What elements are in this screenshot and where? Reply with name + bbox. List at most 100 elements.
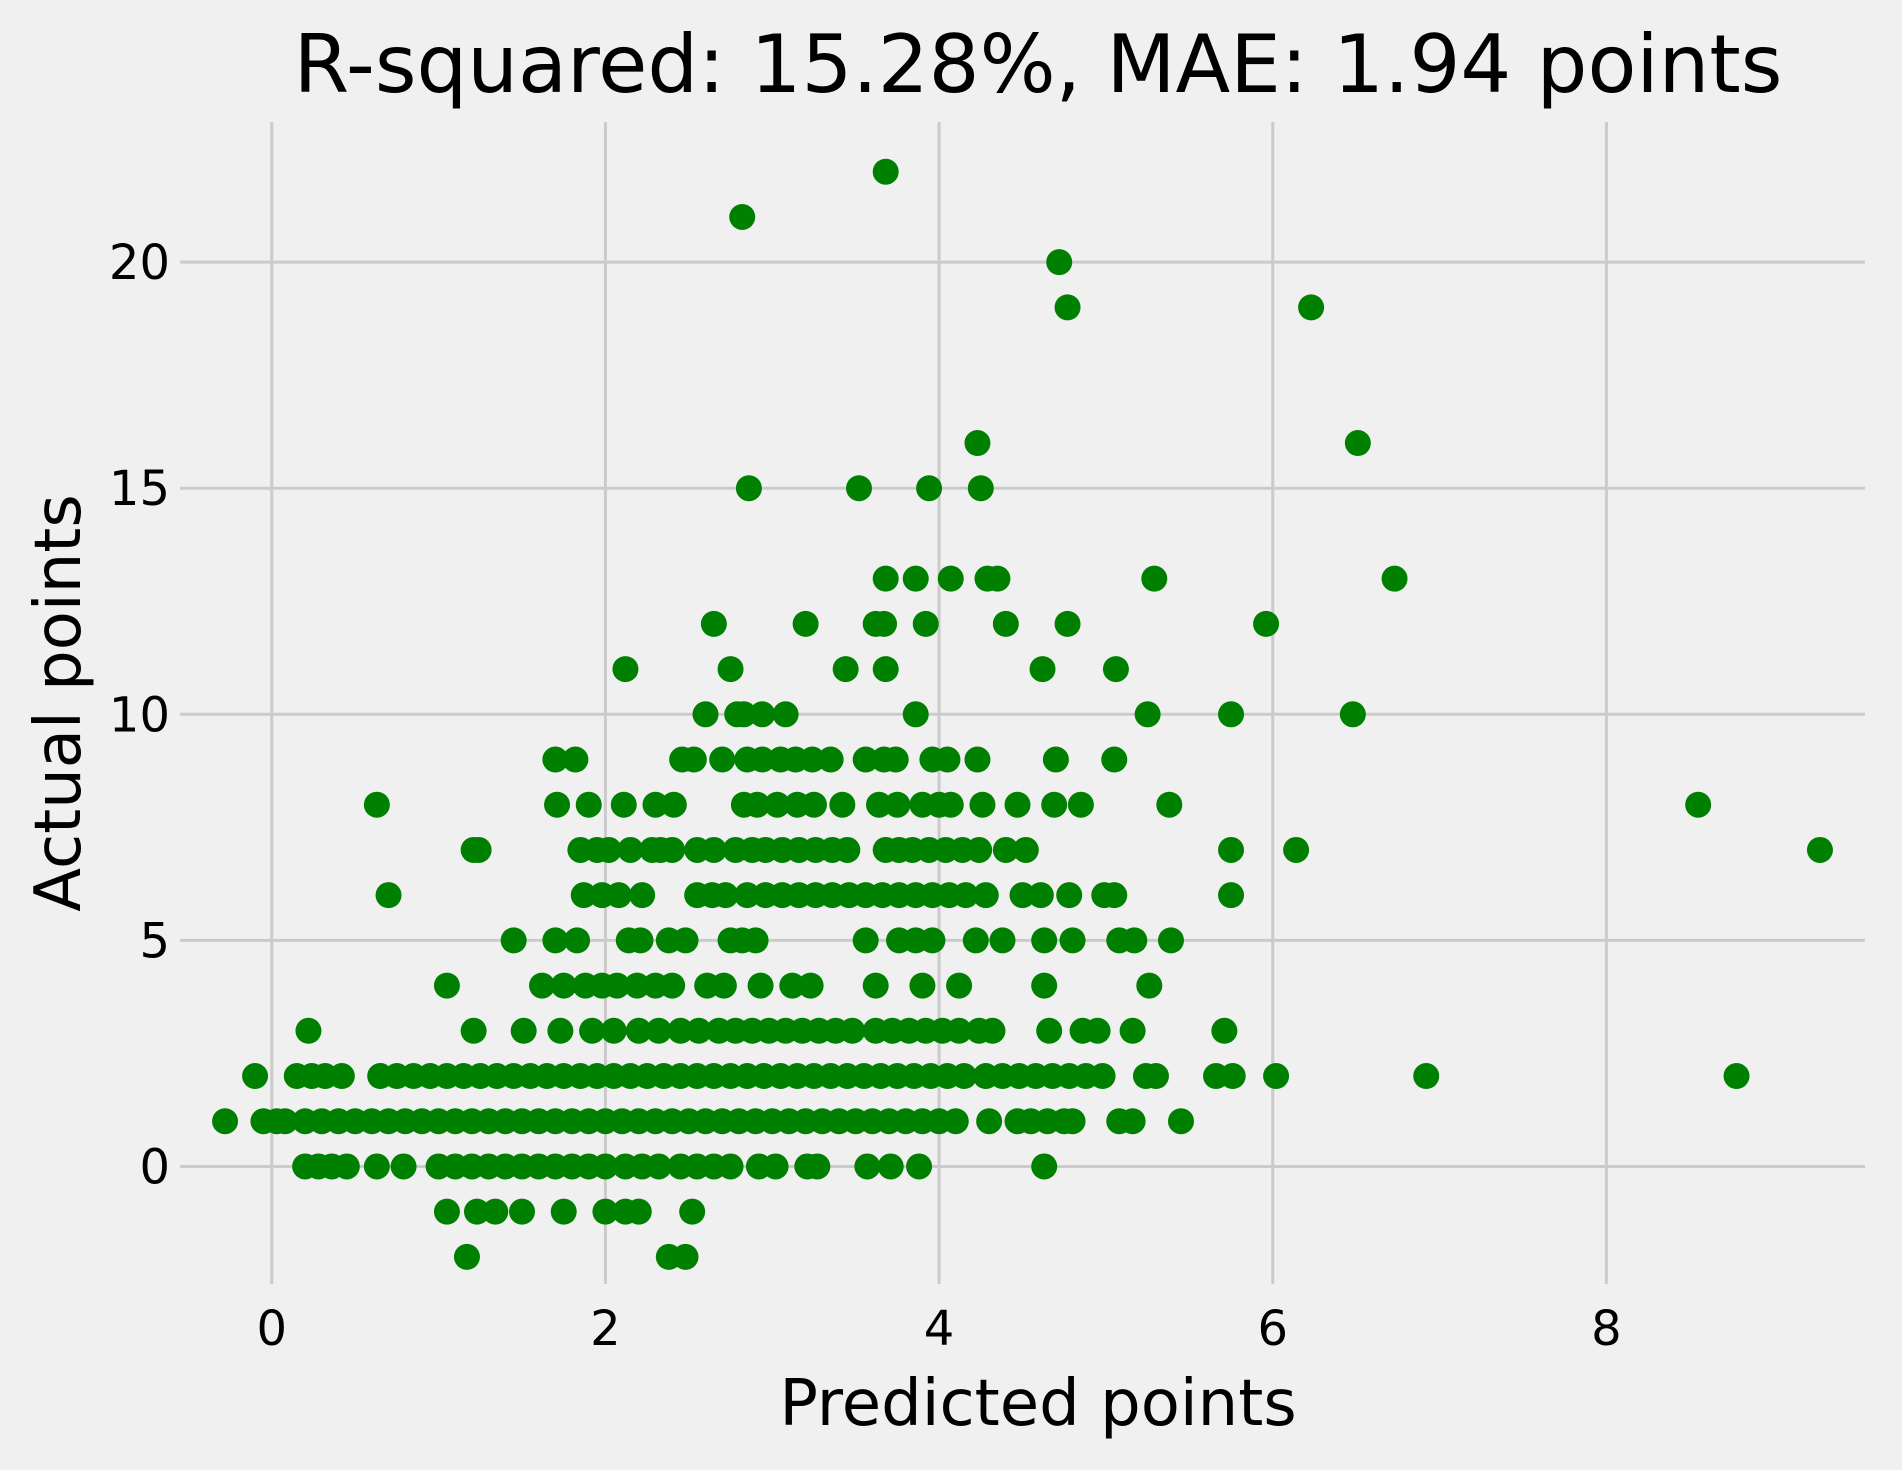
data-point xyxy=(1054,294,1081,321)
data-point xyxy=(1219,1063,1246,1090)
data-point xyxy=(595,836,622,863)
data-point xyxy=(1134,701,1161,728)
data-point xyxy=(575,791,602,818)
data-point xyxy=(550,1198,577,1225)
x-tick-label: 4 xyxy=(924,1301,955,1357)
data-point xyxy=(742,927,769,954)
data-point xyxy=(1283,836,1310,863)
data-point xyxy=(916,475,943,502)
data-point xyxy=(1218,882,1245,909)
data-point xyxy=(717,656,744,683)
data-point xyxy=(562,746,589,773)
data-point xyxy=(866,791,893,818)
data-point xyxy=(797,972,824,999)
data-point xyxy=(1218,836,1245,863)
data-point xyxy=(877,1153,904,1180)
y-tick-label: 15 xyxy=(109,461,170,517)
data-point xyxy=(624,972,651,999)
data-point xyxy=(962,927,989,954)
y-tick-label: 20 xyxy=(109,235,170,291)
data-point xyxy=(792,610,819,637)
y-tick-label: 10 xyxy=(109,687,170,743)
data-point xyxy=(964,746,991,773)
data-point xyxy=(846,475,873,502)
data-point xyxy=(272,1108,299,1135)
data-point xyxy=(1059,1108,1086,1135)
data-point xyxy=(712,882,739,909)
data-point xyxy=(1102,656,1129,683)
data-point xyxy=(1263,1063,1290,1090)
data-point xyxy=(1142,1063,1169,1090)
data-point xyxy=(1218,701,1245,728)
data-point xyxy=(710,972,737,999)
data-point xyxy=(872,656,899,683)
data-point xyxy=(212,1108,239,1135)
y-axis-label: Actual points xyxy=(22,494,96,911)
data-point xyxy=(700,610,727,637)
data-point xyxy=(800,791,827,818)
y-tick-labels: 0 5 10 15 20 xyxy=(109,235,170,1195)
data-point xyxy=(946,972,973,999)
x-tick-label: 0 xyxy=(256,1301,287,1357)
data-point xyxy=(659,836,686,863)
data-point xyxy=(951,1063,978,1090)
data-point xyxy=(976,1108,1003,1135)
data-point xyxy=(729,203,756,230)
data-point xyxy=(579,1017,606,1044)
data-point xyxy=(937,565,964,592)
data-point xyxy=(1339,701,1366,728)
data-point xyxy=(463,1198,490,1225)
data-point xyxy=(764,791,791,818)
data-point xyxy=(1031,972,1058,999)
data-point xyxy=(1136,972,1163,999)
data-point xyxy=(433,972,460,999)
x-tick-label: 8 xyxy=(1591,1301,1622,1357)
data-point xyxy=(645,1153,672,1180)
data-point xyxy=(610,791,637,818)
data-point xyxy=(680,746,707,773)
data-point xyxy=(749,701,776,728)
data-point xyxy=(884,791,911,818)
data-point xyxy=(762,1153,789,1180)
data-point xyxy=(1036,1017,1063,1044)
data-point xyxy=(564,927,591,954)
data-point xyxy=(1101,882,1128,909)
data-point xyxy=(390,1153,417,1180)
data-point xyxy=(744,791,771,818)
data-point xyxy=(660,791,687,818)
data-point xyxy=(500,927,527,954)
data-point xyxy=(735,475,762,502)
data-points xyxy=(212,158,1833,1270)
data-point xyxy=(934,746,961,773)
data-point xyxy=(1344,430,1371,457)
x-axis-label: Predicted points xyxy=(779,1367,1296,1441)
data-point xyxy=(629,882,656,909)
data-point xyxy=(1723,1063,1750,1090)
data-point xyxy=(465,836,492,863)
x-tick-labels: 0 2 4 6 8 xyxy=(256,1301,1621,1357)
data-point xyxy=(966,836,993,863)
data-point xyxy=(946,1017,973,1044)
x-tick-label: 6 xyxy=(1257,1301,1288,1357)
data-point xyxy=(1089,1063,1116,1090)
data-point xyxy=(854,1153,881,1180)
data-point xyxy=(1067,791,1094,818)
data-point xyxy=(967,475,994,502)
data-point xyxy=(1381,565,1408,592)
data-point xyxy=(1685,791,1712,818)
data-point xyxy=(829,791,856,818)
data-point xyxy=(989,927,1016,954)
data-point xyxy=(529,972,556,999)
chart-title: R-squared: 15.28%, MAE: 1.94 points xyxy=(294,18,1783,111)
data-point xyxy=(804,1153,831,1180)
data-point xyxy=(1041,791,1068,818)
data-point xyxy=(799,746,826,773)
data-point xyxy=(605,882,632,909)
data-point xyxy=(672,927,699,954)
data-point xyxy=(817,746,844,773)
data-point xyxy=(1059,927,1086,954)
data-point xyxy=(902,565,929,592)
data-point xyxy=(1121,927,1148,954)
data-point xyxy=(1156,791,1183,818)
data-point xyxy=(627,927,654,954)
